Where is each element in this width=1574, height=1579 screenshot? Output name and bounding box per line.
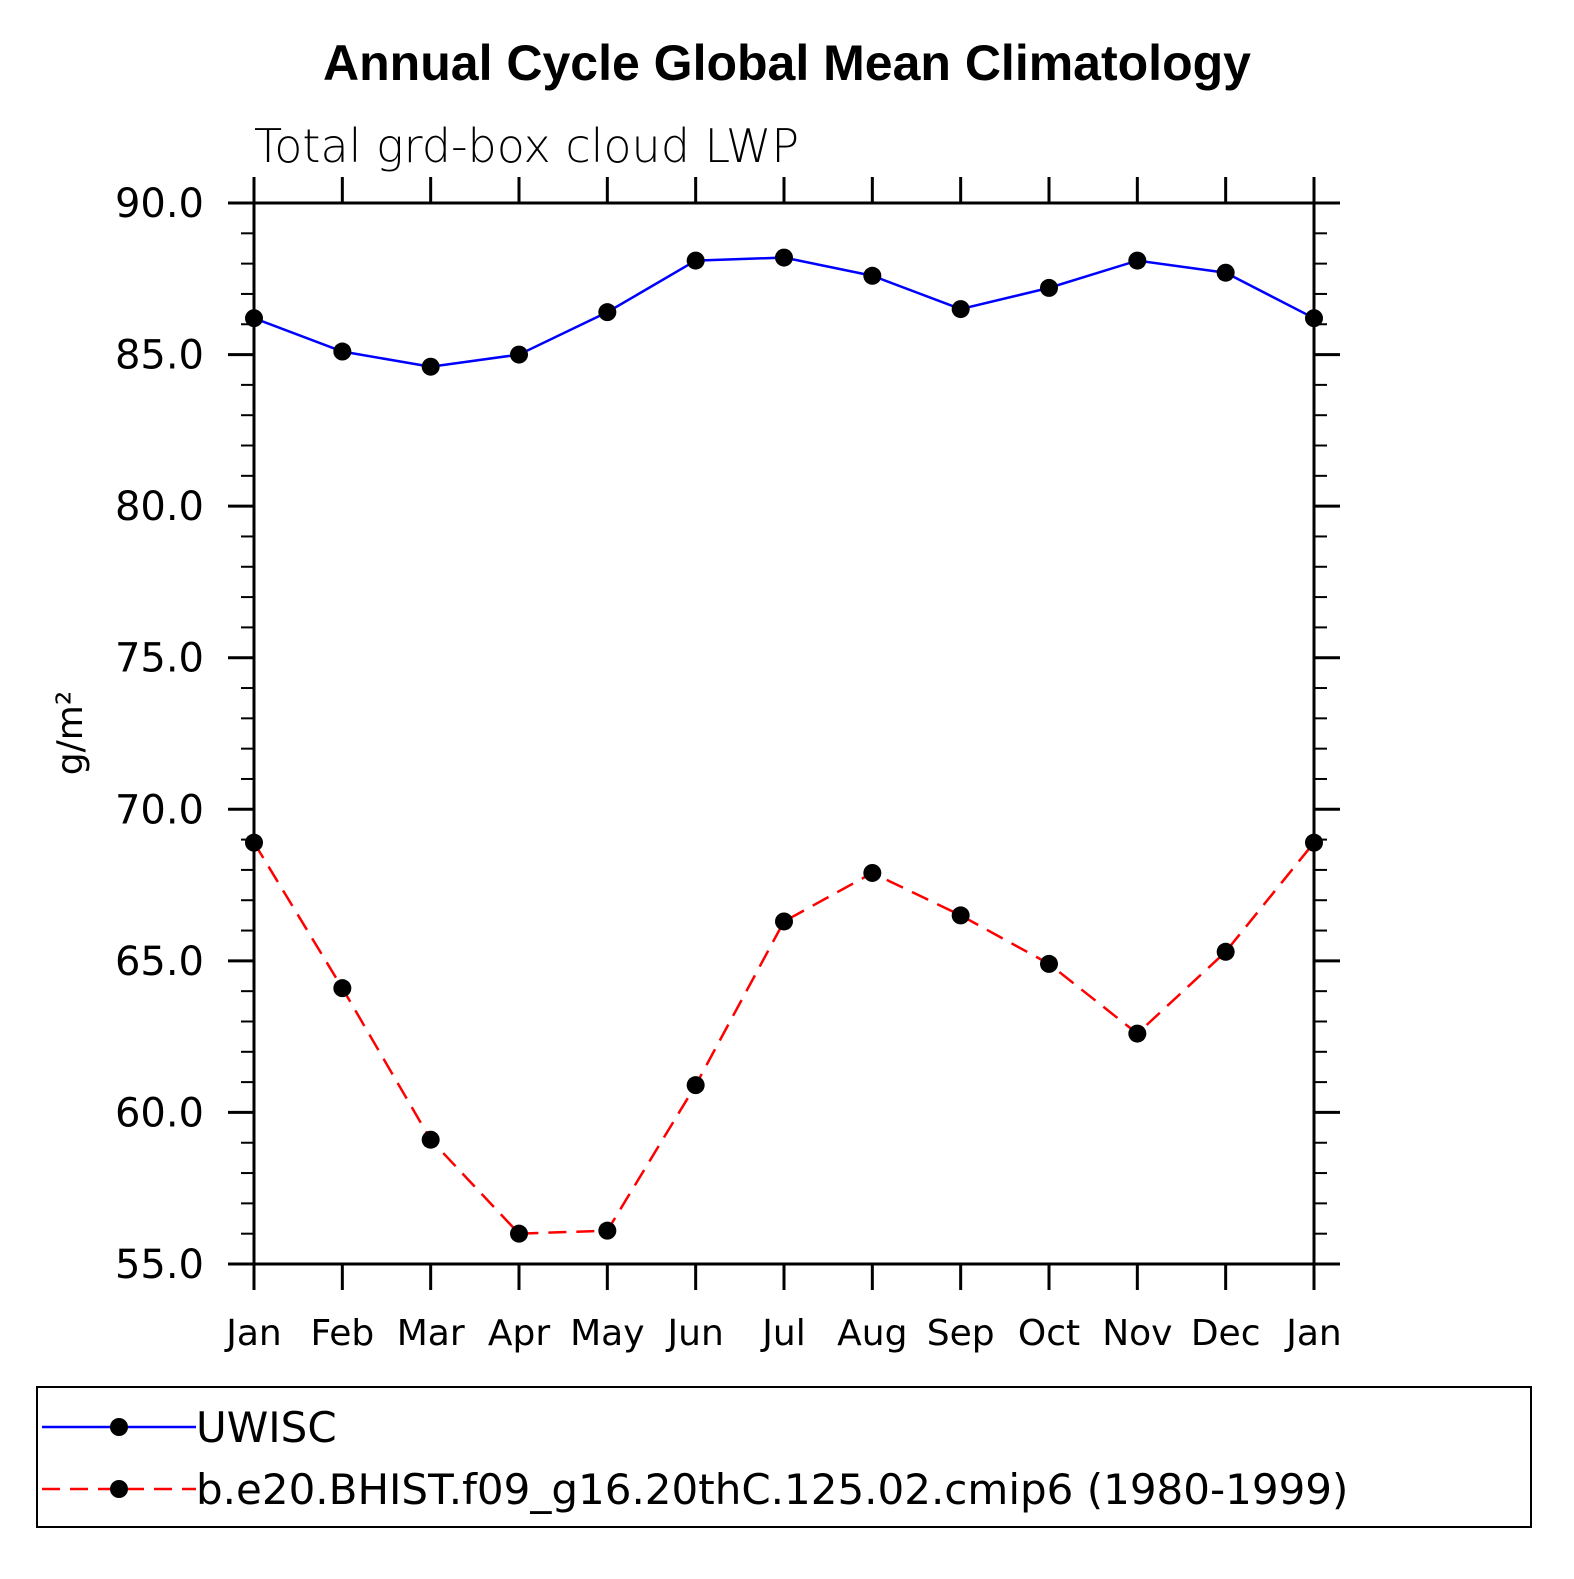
x-tick-label: Apr bbox=[488, 1313, 550, 1354]
legend-item: UWISC bbox=[42, 1403, 337, 1452]
legend-label: UWISC bbox=[196, 1403, 337, 1452]
data-point bbox=[686, 251, 705, 270]
y-tick-label: 80.0 bbox=[115, 484, 204, 530]
legend-marker bbox=[110, 1418, 128, 1436]
data-point bbox=[951, 300, 970, 319]
data-point bbox=[1040, 954, 1058, 973]
y-tick-label: 60.0 bbox=[115, 1090, 204, 1136]
series-2 bbox=[245, 833, 1323, 1243]
data-point bbox=[333, 342, 352, 361]
data-point bbox=[245, 309, 263, 328]
x-tick-label: May bbox=[570, 1313, 644, 1354]
data-point bbox=[1040, 278, 1058, 297]
y-tick-label: 55.0 bbox=[115, 1242, 204, 1288]
data-point bbox=[1305, 833, 1323, 852]
series-line bbox=[253, 256, 1315, 368]
y-tick-label: 75.0 bbox=[115, 636, 204, 682]
data-point bbox=[598, 303, 617, 322]
series-line bbox=[252, 841, 1315, 1235]
tick-marks bbox=[228, 177, 1340, 1290]
x-tick-label: Sep bbox=[927, 1313, 995, 1354]
x-tick-label: Aug bbox=[837, 1313, 907, 1354]
legend-label: b.e20.BHIST.f09_g16.20thC.125.02.cmip6 (… bbox=[196, 1465, 1348, 1514]
data-point bbox=[510, 345, 528, 364]
chart-subtitle: Total grd-box cloud LWP bbox=[254, 119, 799, 173]
y-tick-label: 85.0 bbox=[115, 333, 204, 379]
data-point bbox=[1305, 309, 1323, 328]
data-point bbox=[245, 833, 263, 852]
series-1 bbox=[245, 248, 1323, 376]
x-tick-label: Jul bbox=[760, 1313, 805, 1354]
legend: UWISC b.e20.BHIST.f09_g16.20thC.125.02.cm… bbox=[36, 1386, 1532, 1528]
data-point bbox=[421, 357, 440, 376]
data-point bbox=[951, 906, 970, 925]
series-layer bbox=[245, 248, 1323, 1243]
x-tick-label: Oct bbox=[1018, 1313, 1080, 1354]
legend-marker bbox=[110, 1480, 128, 1498]
x-tick-labels: Jan Feb Mar Apr May Jun Jul Aug Sep Oct Nov Dec Jan bbox=[224, 1313, 1342, 1354]
data-point bbox=[775, 248, 793, 267]
y-axis-label: g/m² bbox=[50, 691, 91, 775]
data-point bbox=[421, 1130, 440, 1149]
y-tick-label: 90.0 bbox=[115, 181, 204, 227]
data-point bbox=[686, 1076, 705, 1095]
x-tick-label: Nov bbox=[1102, 1313, 1172, 1354]
chart-title: Annual Cycle Global Mean Climatology bbox=[323, 35, 1251, 91]
x-tick-label: Feb bbox=[310, 1313, 374, 1354]
y-tick-label: 65.0 bbox=[115, 939, 204, 985]
x-tick-label: Mar bbox=[397, 1313, 465, 1354]
data-point bbox=[1216, 942, 1235, 961]
plot-frame bbox=[252, 201, 1316, 1266]
data-point bbox=[598, 1221, 617, 1240]
data-point bbox=[775, 912, 793, 931]
legend-item: b.e20.BHIST.f09_g16.20thC.125.02.cmip6 (… bbox=[42, 1465, 1348, 1514]
y-tick-labels: 55.0 60.0 65.0 70.0 75.0 80.0 85.0 90.0 bbox=[115, 181, 204, 1288]
data-point bbox=[1128, 1024, 1147, 1043]
data-point bbox=[863, 863, 882, 882]
data-point bbox=[1128, 251, 1147, 270]
data-point bbox=[1216, 263, 1235, 282]
y-tick-label: 70.0 bbox=[115, 787, 204, 833]
legend-box bbox=[36, 1386, 1532, 1528]
data-point bbox=[863, 266, 882, 285]
x-tick-label: Jan bbox=[1284, 1313, 1342, 1354]
x-tick-label: Jun bbox=[666, 1313, 724, 1354]
data-point bbox=[333, 979, 352, 998]
x-tick-label: Jan bbox=[224, 1313, 282, 1354]
x-tick-label: Dec bbox=[1191, 1313, 1261, 1354]
data-point bbox=[510, 1224, 528, 1243]
